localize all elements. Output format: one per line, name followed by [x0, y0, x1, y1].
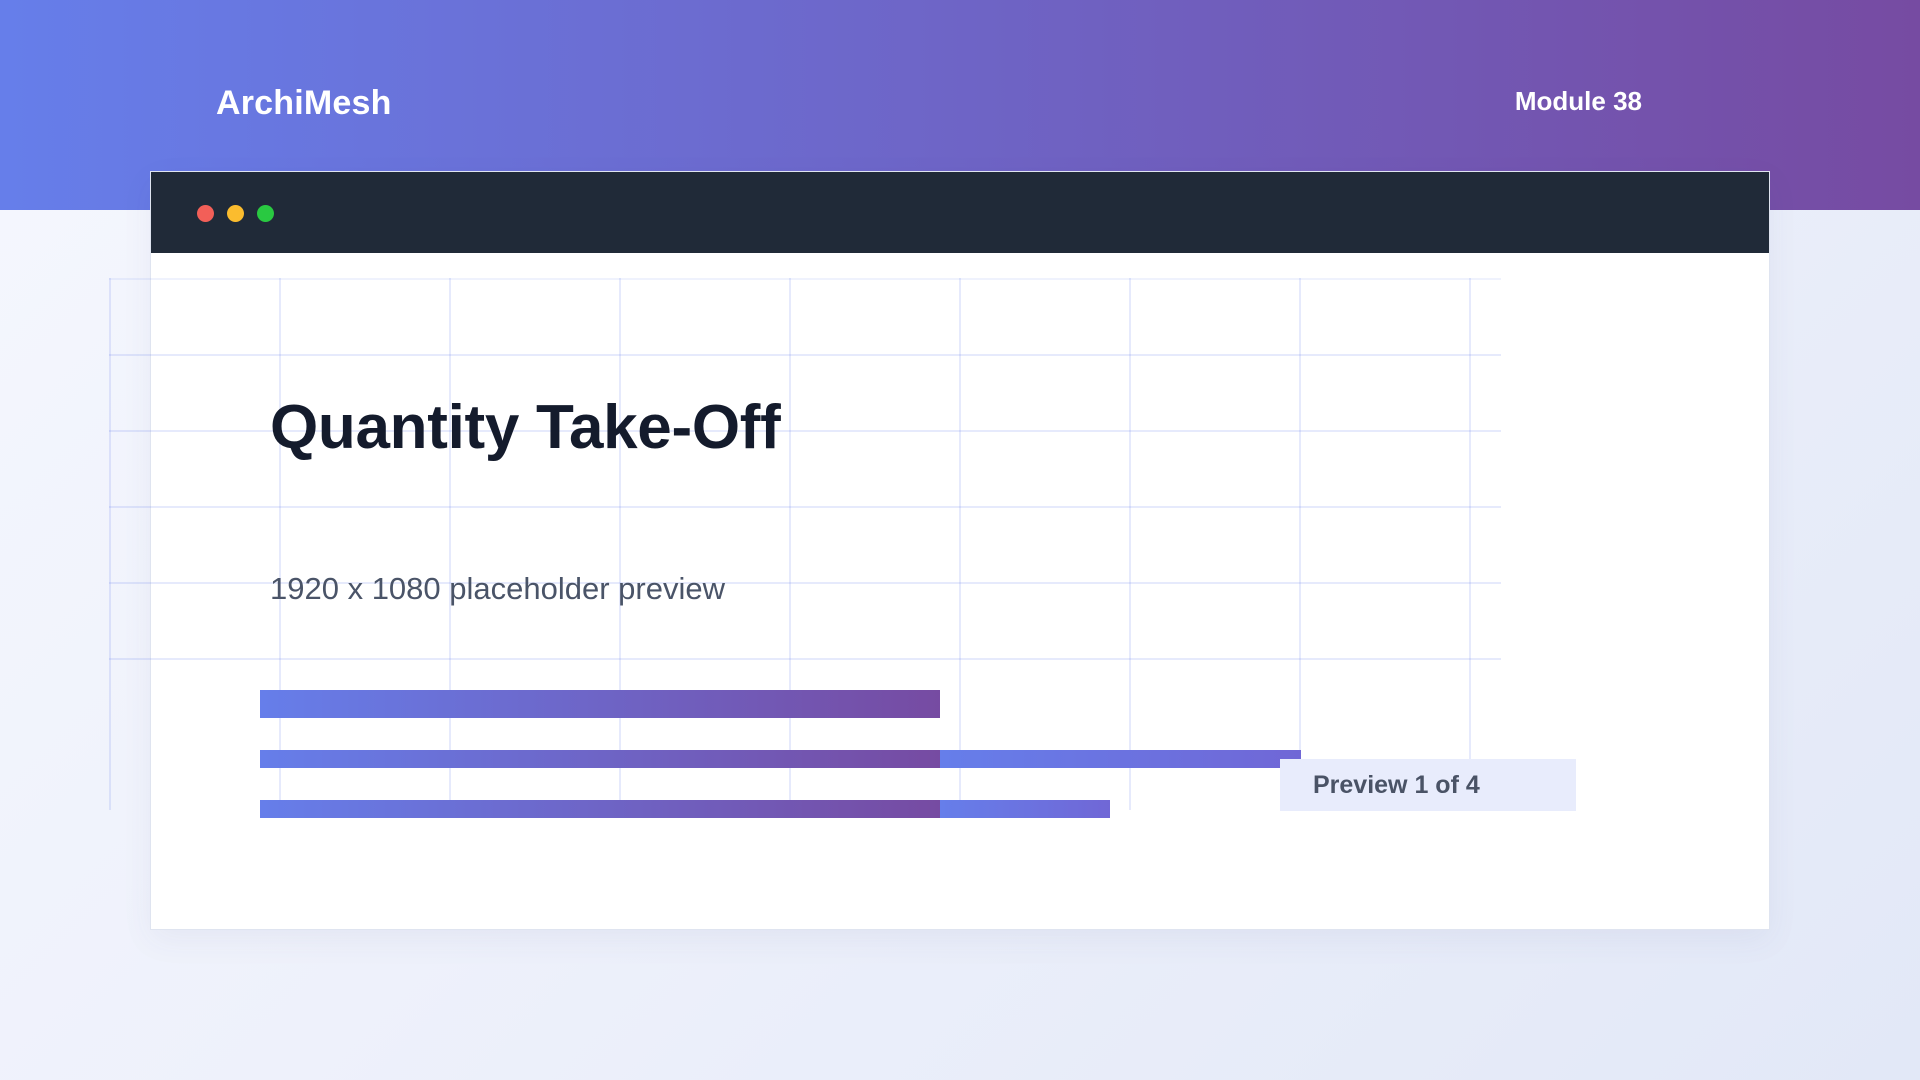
grid-line [959, 278, 961, 810]
grid-line [619, 278, 621, 810]
progress-bar-2 [260, 750, 1301, 768]
grid-line [1469, 278, 1471, 810]
grid-line [109, 278, 1501, 280]
grid-line [279, 278, 281, 810]
grid-line [1129, 278, 1131, 810]
grid-line [109, 354, 1501, 356]
grid-line [109, 430, 1501, 432]
preview-counter-badge: Preview 1 of 4 [1280, 759, 1576, 811]
close-window-button[interactable] [197, 205, 214, 222]
module-label: Module 38 [1514, 86, 1642, 116]
minimize-window-button[interactable] [227, 205, 244, 222]
window-titlebar [151, 172, 1769, 253]
grid-line [109, 506, 1501, 508]
slide-title: Quantity Take-Off [270, 393, 781, 462]
progress-bar-3 [260, 800, 1110, 818]
slide-subtitle: 1920 x 1080 placeholder preview [270, 571, 725, 606]
progress-bar-extension [940, 750, 1301, 768]
progress-bar-fill [260, 750, 940, 768]
progress-bar-fill [260, 690, 940, 718]
grid-line [109, 658, 1501, 660]
grid-line [109, 278, 111, 810]
grid-line [789, 278, 791, 810]
progress-bar-1 [260, 690, 940, 718]
progress-bar-fill [260, 800, 940, 818]
maximize-window-button[interactable] [257, 205, 274, 222]
brand-logo: ArchiMesh [216, 84, 392, 122]
background-grid [109, 278, 1501, 810]
grid-line [449, 278, 451, 810]
grid-line [109, 582, 1501, 584]
grid-line [1299, 278, 1301, 810]
progress-bar-extension [940, 800, 1110, 818]
